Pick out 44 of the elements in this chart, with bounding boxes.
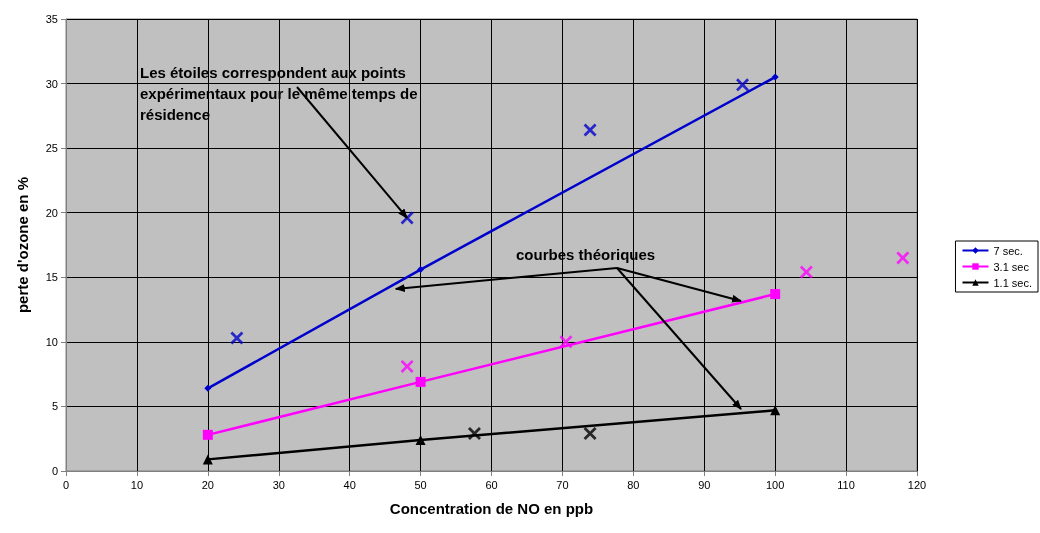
x-tick-label: 80 bbox=[627, 478, 640, 491]
y-tick-label: 5 bbox=[51, 400, 58, 413]
point bbox=[202, 429, 213, 440]
point bbox=[770, 289, 781, 300]
point bbox=[799, 265, 813, 279]
point bbox=[415, 435, 426, 446]
point bbox=[771, 73, 779, 81]
x-axis-title: Concentration de NO en ppb bbox=[389, 500, 594, 517]
y-tick-label: 20 bbox=[45, 206, 58, 219]
x-tick-label: 20 bbox=[201, 478, 214, 491]
x-tick-label: 60 bbox=[485, 478, 498, 491]
point bbox=[202, 454, 213, 465]
point bbox=[467, 427, 481, 441]
legend-label: 7 sec. bbox=[993, 244, 1023, 257]
y-tick-label: 35 bbox=[45, 13, 58, 25]
point bbox=[583, 427, 597, 441]
point bbox=[770, 405, 781, 416]
point bbox=[736, 78, 750, 92]
x-tick-label: 110 bbox=[837, 478, 855, 491]
x-tick-label: 70 bbox=[556, 478, 569, 491]
y-tick-label: 25 bbox=[45, 142, 58, 155]
point bbox=[415, 376, 426, 387]
y-axis-title: perte d'ozone en % bbox=[14, 176, 31, 314]
y-tick-label: 15 bbox=[45, 271, 58, 284]
legend-label: 1.1 sec. bbox=[993, 276, 1033, 289]
x-tick-label: 100 bbox=[765, 478, 785, 491]
x-tick-label: 90 bbox=[698, 478, 711, 491]
x-tick-label: 50 bbox=[414, 478, 427, 491]
point bbox=[583, 123, 597, 137]
y-tick-label: 0 bbox=[51, 465, 58, 477]
x-tick-label: 10 bbox=[130, 478, 144, 491]
y-tick-label: 30 bbox=[45, 77, 58, 90]
x-tick-label: 30 bbox=[272, 478, 285, 491]
point bbox=[417, 266, 425, 274]
point bbox=[400, 359, 414, 373]
y-tick-label: 10 bbox=[45, 335, 58, 348]
point bbox=[559, 335, 573, 349]
x-tick-label: 0 bbox=[62, 478, 70, 491]
x-tick-label: 120 bbox=[907, 478, 927, 491]
point bbox=[230, 331, 244, 345]
x-tick-label: 40 bbox=[343, 478, 356, 491]
legend-label: 3.1 sec bbox=[993, 260, 1030, 273]
point bbox=[204, 384, 212, 392]
point bbox=[896, 251, 910, 265]
